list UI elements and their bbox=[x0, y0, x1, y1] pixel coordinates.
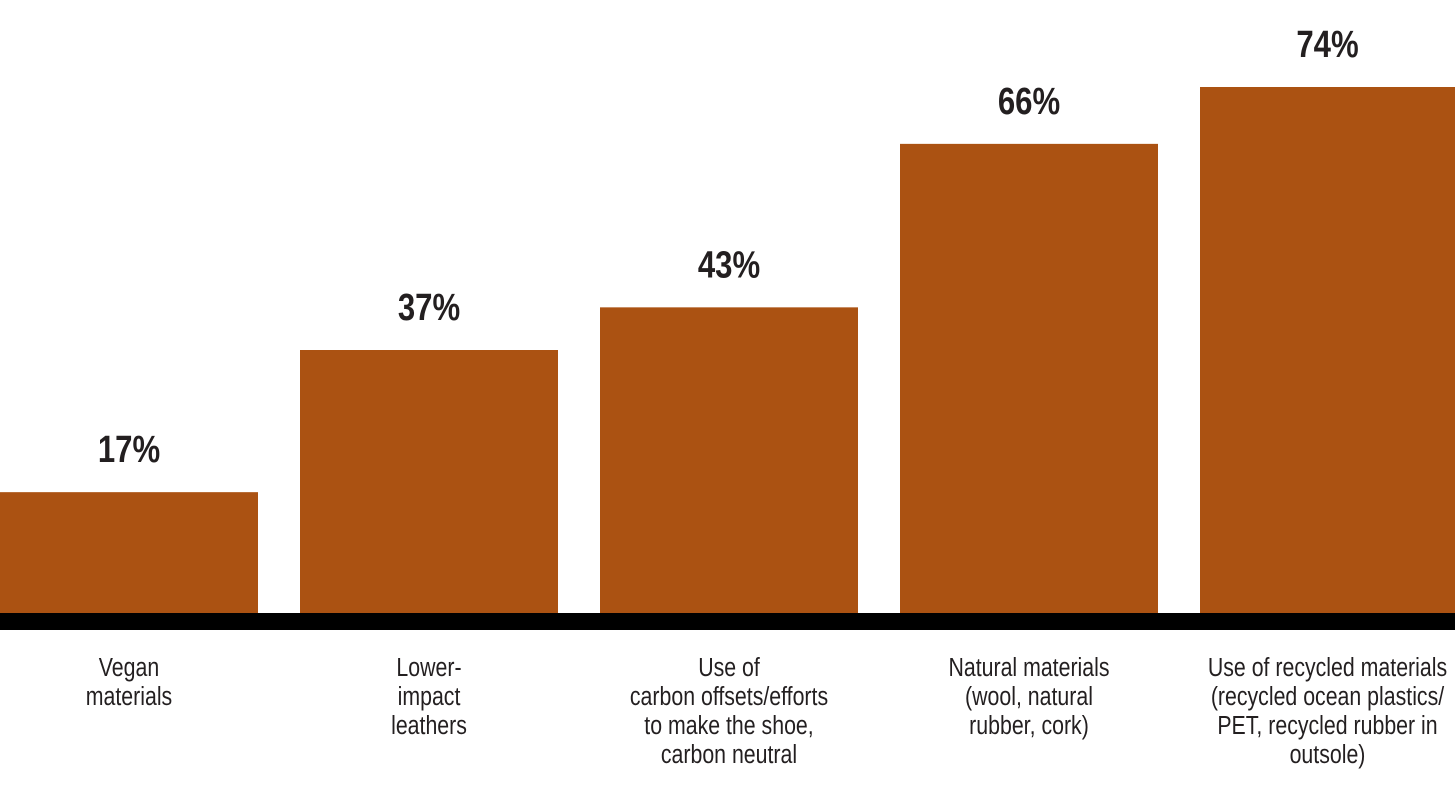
category-label: PET, recycled rubber in bbox=[1217, 711, 1437, 741]
category-label: rubber, cork) bbox=[969, 711, 1089, 741]
value-label: 74% bbox=[1296, 24, 1358, 66]
category-label: outsole) bbox=[1290, 740, 1366, 770]
category-label: Use of recycled materials bbox=[1208, 653, 1447, 683]
category-label: carbon offsets/efforts bbox=[630, 682, 828, 712]
bar bbox=[600, 307, 858, 613]
category-label: impact bbox=[398, 682, 461, 712]
category-label: Use of bbox=[698, 653, 760, 683]
value-label: 17% bbox=[98, 429, 160, 471]
category-label: Lower- bbox=[396, 653, 461, 683]
category-label: Natural materials bbox=[948, 653, 1109, 683]
bar bbox=[300, 350, 558, 613]
value-label: 43% bbox=[698, 245, 760, 287]
category-label: (recycled ocean plastics/ bbox=[1211, 682, 1445, 712]
category-label: Vegan bbox=[99, 653, 159, 683]
bar bbox=[0, 492, 258, 613]
bar bbox=[900, 143, 1158, 613]
category-label: materials bbox=[86, 682, 173, 712]
category-label: to make the shoe, bbox=[644, 711, 813, 741]
value-label: 66% bbox=[998, 81, 1060, 123]
category-label: leathers bbox=[391, 711, 467, 741]
baseline bbox=[0, 613, 1455, 630]
bar bbox=[1200, 87, 1455, 613]
category-label: (wool, natural bbox=[965, 682, 1093, 712]
value-label: 37% bbox=[398, 287, 460, 329]
category-label: carbon neutral bbox=[661, 740, 797, 770]
